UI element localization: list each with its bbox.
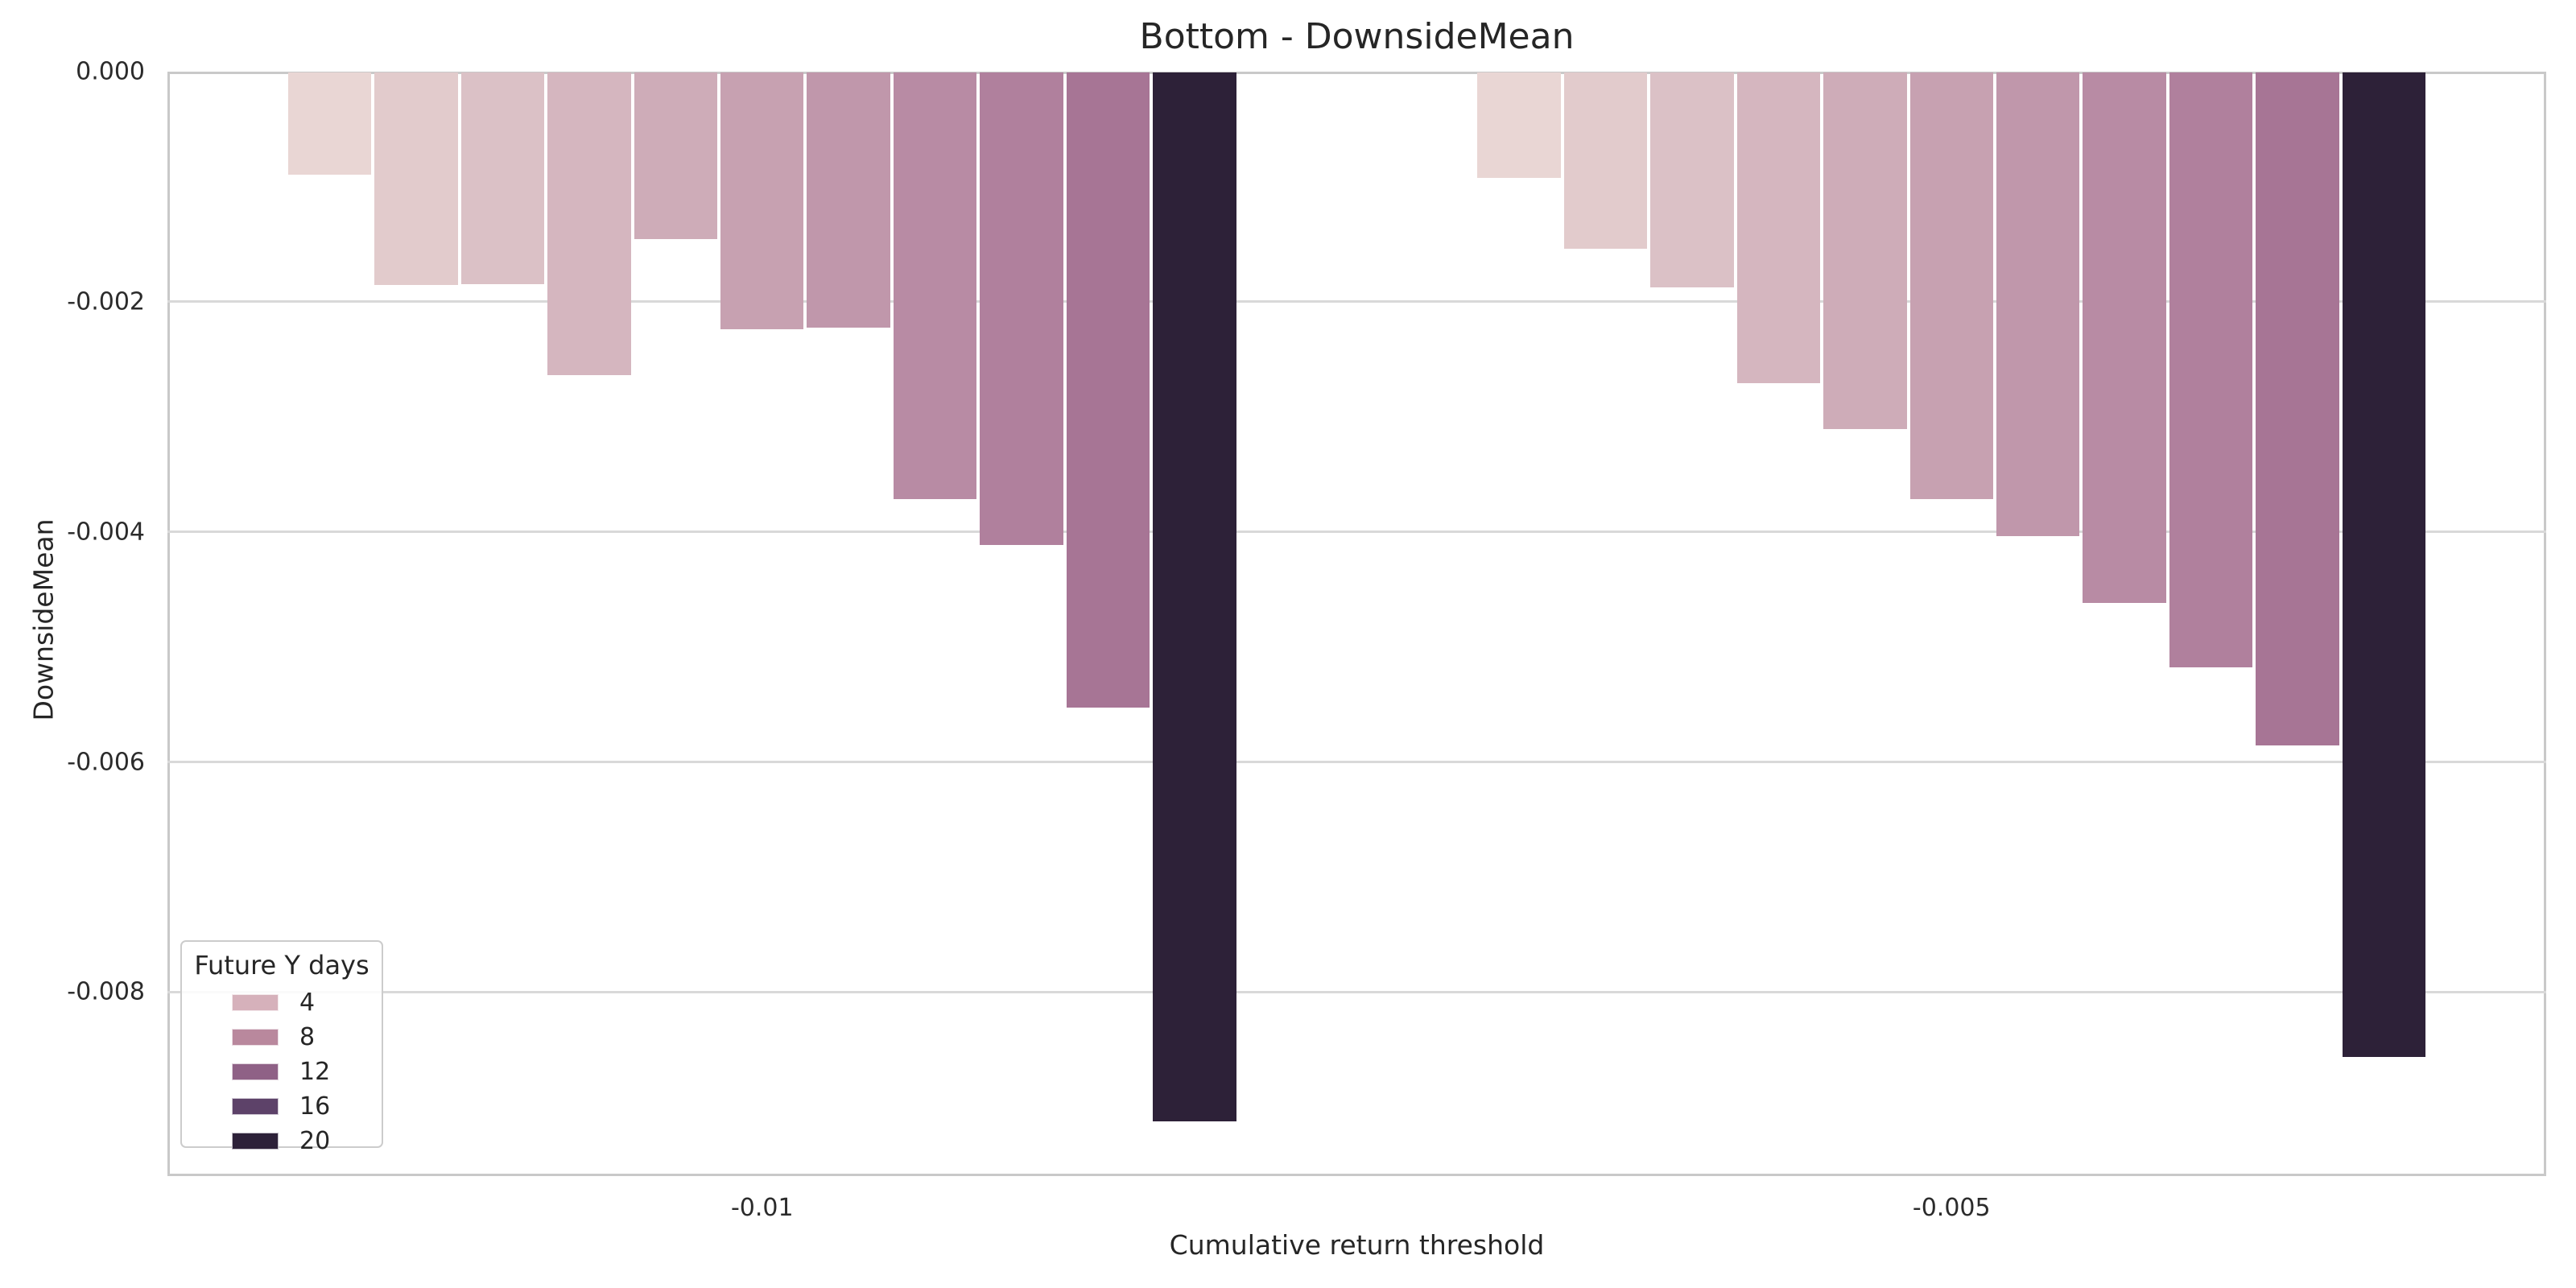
legend-title: Future Y days [194, 950, 369, 980]
bar-group1-series1 [1563, 72, 1648, 249]
bar-group0-series4 [634, 72, 718, 240]
gridline [167, 761, 2546, 763]
bar-group0-series3 [547, 72, 631, 375]
bar-group1-series2 [1650, 72, 1734, 288]
bar-group0-series1 [374, 72, 458, 286]
bar-group0-series10 [1153, 72, 1236, 1122]
y-tick-label: -0.008 [67, 977, 145, 1006]
x-axis-label: Cumulative return threshold [1169, 1229, 1545, 1261]
bar-group0-series8 [980, 72, 1063, 546]
x-tick-label: -0.01 [730, 1194, 794, 1222]
legend-label: 16 [299, 1092, 331, 1121]
legend-label: 4 [299, 988, 316, 1017]
bar-group0-series0 [287, 72, 372, 175]
legend-swatch [232, 1063, 279, 1080]
bar-group1-series8 [2169, 72, 2253, 667]
x-tick-label: -0.005 [1912, 1194, 1991, 1222]
chart-title: Bottom - DownsideMean [1139, 16, 1575, 57]
legend-item: 4 [232, 989, 315, 1017]
legend-swatch [232, 993, 279, 1011]
legend: Future Y days 4 8 12 16 20 [180, 940, 383, 1155]
bar-group0-series5 [720, 72, 804, 329]
legend-item: 16 [232, 1092, 330, 1121]
gridline [167, 300, 2546, 303]
y-tick-label: -0.006 [67, 748, 145, 776]
legend-item: 20 [232, 1127, 330, 1155]
bar-group0-series7 [893, 72, 977, 500]
y-tick-label: -0.002 [67, 287, 145, 316]
legend-label: 20 [299, 1126, 331, 1155]
y-tick-label: -0.004 [67, 518, 145, 547]
bar-group1-series5 [1909, 72, 1993, 500]
bar-group1-series0 [1477, 72, 1561, 179]
legend-swatch [232, 1028, 279, 1046]
legend-item: 12 [232, 1058, 330, 1086]
bar-group1-series9 [2256, 72, 2339, 746]
legend-swatch [232, 1097, 279, 1115]
legend-item: 8 [232, 1023, 315, 1051]
bar-group0-series9 [1066, 72, 1150, 708]
legend-label: 8 [299, 1022, 316, 1051]
gridline [167, 990, 2546, 993]
bar-group0-series6 [807, 72, 890, 328]
legend-swatch [232, 1132, 279, 1150]
bar-group1-series10 [2342, 72, 2426, 1058]
bar-group0-series2 [460, 72, 545, 284]
bar-group1-series3 [1736, 72, 1821, 383]
bar-group1-series6 [1996, 72, 2080, 536]
y-axis-label: DownsideMean [27, 518, 60, 721]
bar-group1-series7 [2083, 72, 2166, 603]
bar-group1-series4 [1823, 72, 1907, 430]
y-tick-label: 0.000 [76, 57, 145, 86]
gridline [167, 530, 2546, 534]
legend-label: 12 [299, 1057, 331, 1086]
